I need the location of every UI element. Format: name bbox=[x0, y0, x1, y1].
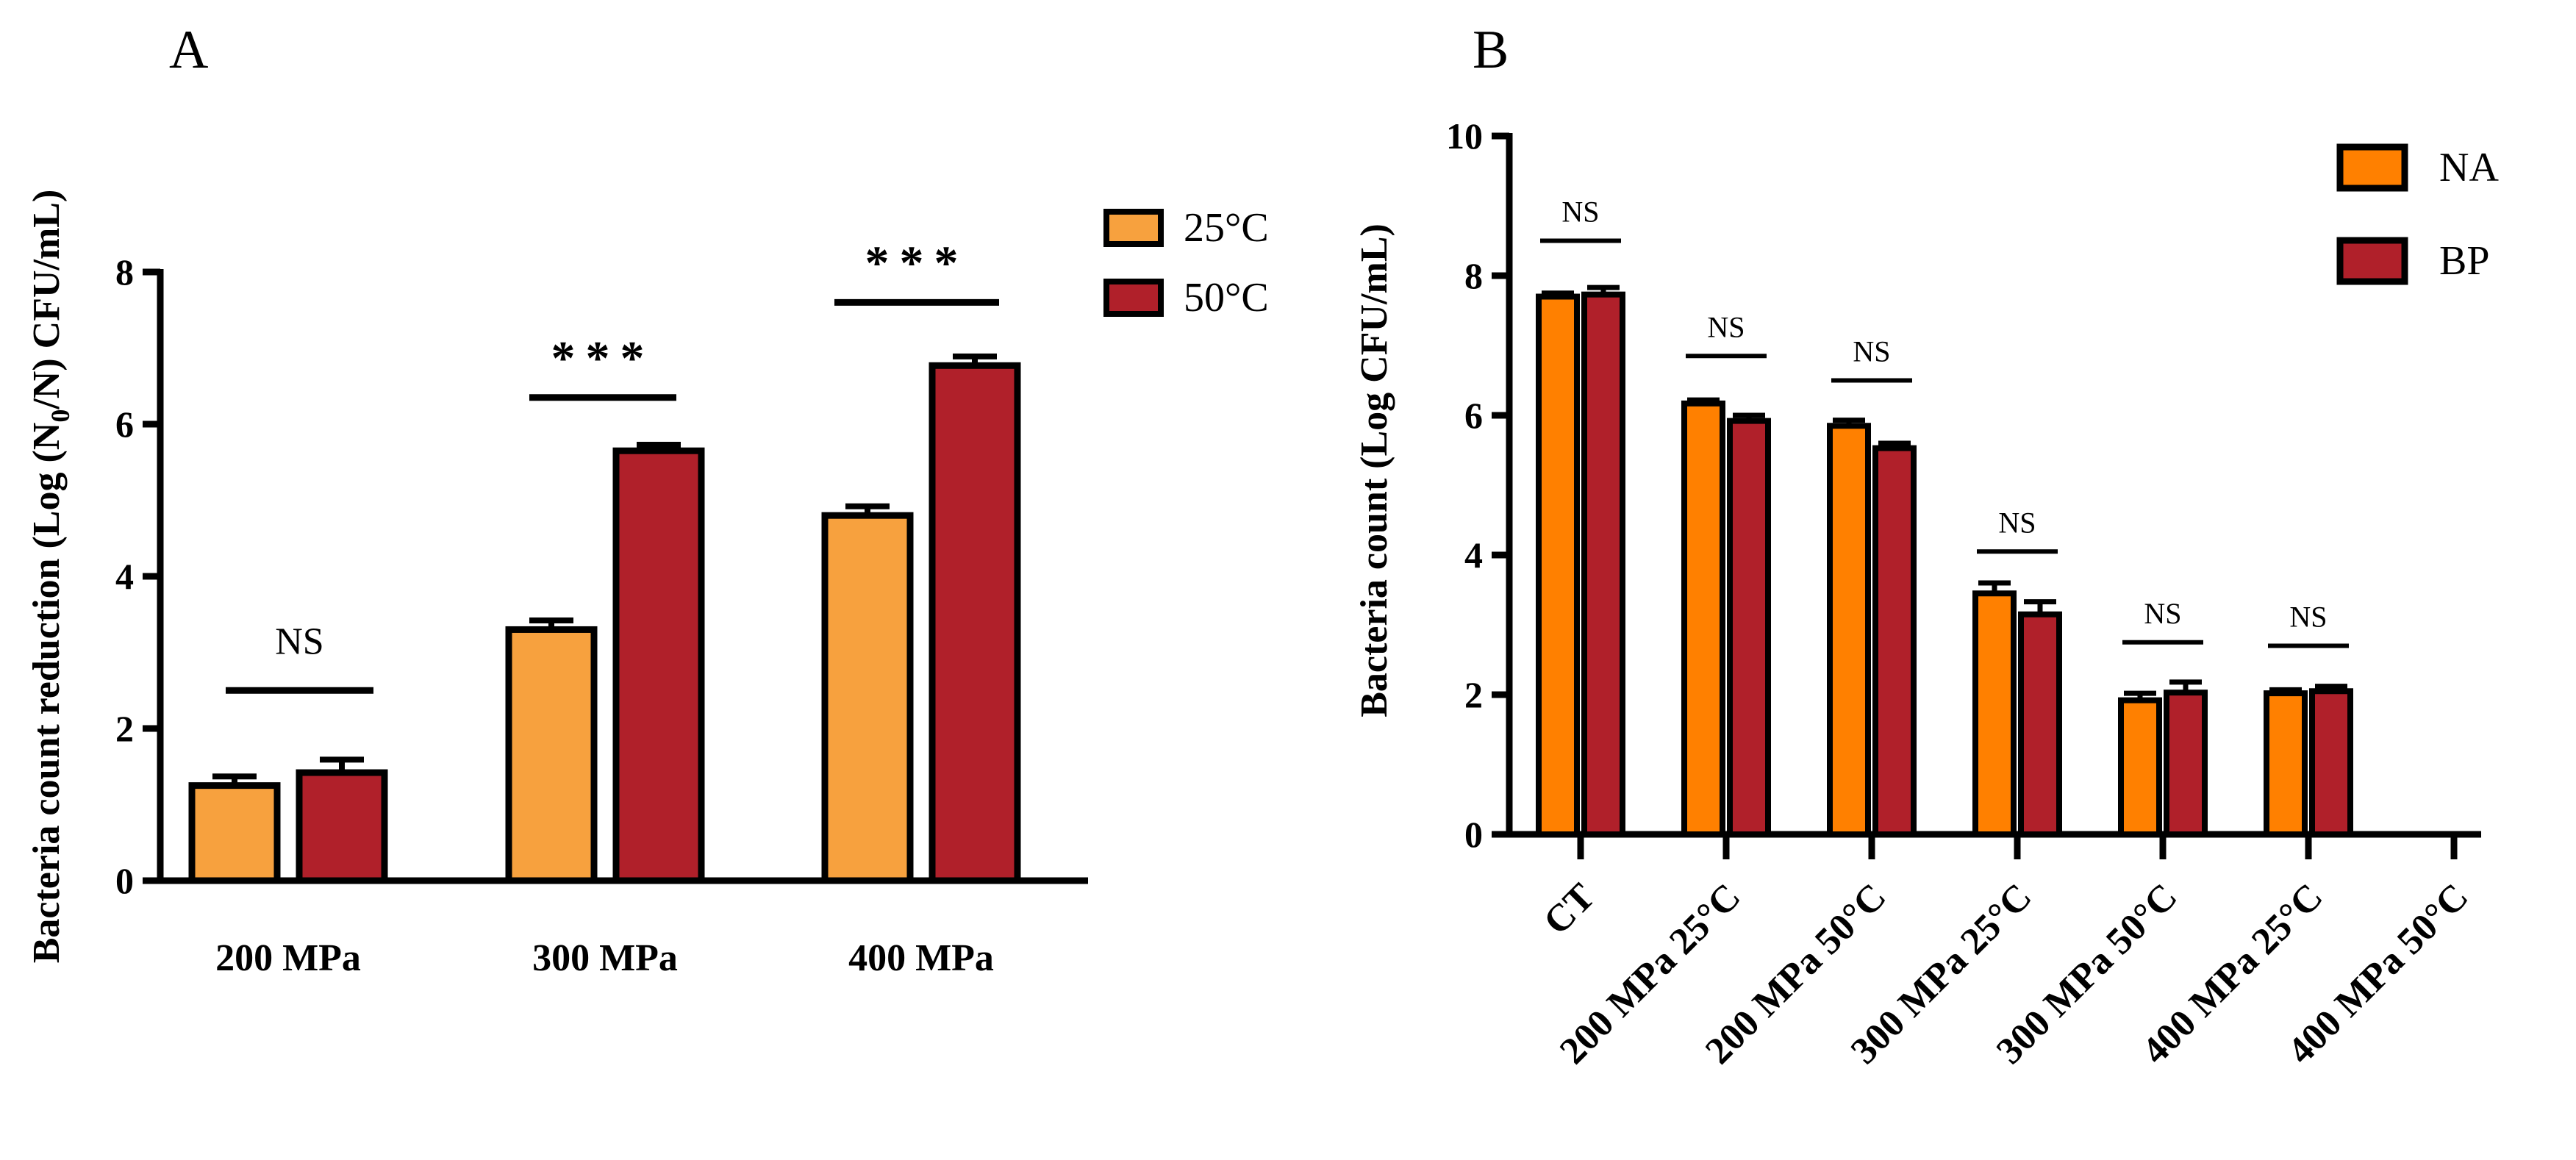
bar-na bbox=[1827, 423, 1871, 837]
bar-25c bbox=[821, 512, 914, 884]
x-category-label: CT bbox=[1536, 876, 1603, 942]
x-category-label: 300 MPa bbox=[532, 937, 678, 979]
bar-na bbox=[2264, 690, 2308, 837]
significance-label: NS bbox=[2144, 597, 2181, 630]
y-axis-label-part: /N) CFU/mL) bbox=[26, 190, 68, 410]
legend-swatch bbox=[2336, 143, 2408, 192]
significance-label: NS bbox=[1853, 335, 1890, 368]
y-tick-label: 2 bbox=[115, 708, 134, 749]
y-tick-label: 8 bbox=[115, 251, 134, 293]
significance-label: NS bbox=[1561, 196, 1599, 229]
significance-label: *** bbox=[865, 236, 969, 290]
bar-na bbox=[1972, 590, 2017, 837]
bar-25c bbox=[188, 782, 281, 884]
bar-bp bbox=[2309, 688, 2353, 837]
legend-label: BP bbox=[2439, 238, 2490, 284]
x-category-label: 400 MPa bbox=[848, 937, 994, 979]
y-tick-label: 0 bbox=[1464, 814, 1483, 855]
y-tick-label: 6 bbox=[115, 404, 134, 445]
bar-na bbox=[1536, 293, 1580, 837]
bar-25c bbox=[505, 626, 598, 884]
y-tick-label: 10 bbox=[1446, 115, 1483, 157]
y-tick-label: 4 bbox=[115, 556, 134, 597]
legend-swatch bbox=[2336, 237, 2408, 285]
bar-na bbox=[1681, 400, 1725, 837]
y-axis-label-subscript: 0 bbox=[46, 409, 75, 423]
panel-a-letter: A bbox=[169, 20, 208, 80]
significance-label: NS bbox=[275, 620, 323, 662]
significance-label: NS bbox=[1707, 310, 1745, 343]
significance-label: NS bbox=[2289, 601, 2327, 634]
significance-label: *** bbox=[551, 332, 655, 385]
legend-label: 50°C bbox=[1184, 275, 1269, 321]
y-tick-label: 6 bbox=[1464, 395, 1483, 436]
bar-bp bbox=[2164, 690, 2208, 838]
x-category-label: 200 MPa bbox=[215, 937, 361, 979]
bar-50c bbox=[296, 769, 388, 884]
bar-bp bbox=[1727, 418, 1771, 837]
y-axis-label: Bacteria count (Log CFU/mL) bbox=[1353, 223, 1395, 717]
legend-swatch bbox=[1103, 279, 1164, 317]
y-axis-label: Bacteria count reduction (Log (N0/N) CFU… bbox=[26, 190, 75, 964]
legend-label: NA bbox=[2439, 145, 2499, 190]
y-tick-label: 2 bbox=[1464, 674, 1483, 715]
bar-na bbox=[2118, 697, 2162, 837]
bar-bp bbox=[2018, 611, 2062, 837]
bar-bp bbox=[1581, 291, 1625, 837]
y-tick-label: 0 bbox=[115, 860, 134, 901]
y-tick-label: 8 bbox=[1464, 255, 1483, 296]
legend-label: 25°C bbox=[1184, 205, 1269, 251]
bar-50c bbox=[612, 447, 705, 884]
bar-50c bbox=[929, 362, 1021, 884]
panel-b-letter: B bbox=[1473, 20, 1509, 80]
y-tick-label: 4 bbox=[1464, 534, 1483, 576]
significance-label: NS bbox=[1998, 506, 2036, 539]
bar-bp bbox=[1872, 445, 1917, 837]
y-axis-label-part: Bacteria count reduction (Log (N bbox=[26, 423, 68, 964]
legend-swatch bbox=[1103, 209, 1164, 247]
